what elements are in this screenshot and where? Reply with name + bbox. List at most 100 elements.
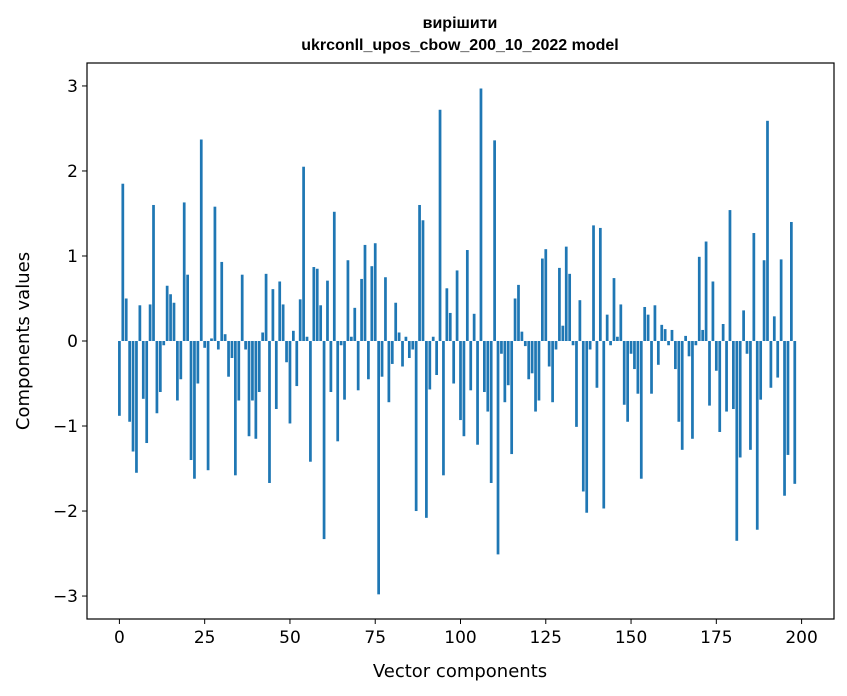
bar-63 — [332, 211, 336, 341]
bar-177 — [721, 324, 725, 341]
bar-94 — [438, 109, 442, 341]
bar-195 — [783, 341, 786, 496]
bar-124 — [541, 258, 544, 341]
bar-75 — [373, 243, 377, 341]
bar-91 — [428, 341, 432, 390]
bar-19 — [182, 202, 186, 341]
bar-85 — [407, 341, 411, 358]
bar-69 — [353, 307, 357, 341]
bar-146 — [616, 336, 619, 341]
bar-101 — [462, 341, 466, 437]
bar-16 — [172, 302, 176, 341]
bar-111 — [496, 341, 500, 555]
bar-102 — [465, 250, 469, 341]
bar-54 — [302, 166, 305, 341]
bar-31 — [223, 334, 227, 341]
bar-1 — [121, 183, 125, 341]
x-axis-label: Vector components — [373, 661, 547, 682]
bar-97 — [448, 312, 452, 341]
bar-123 — [537, 341, 541, 401]
bar-172 — [704, 241, 708, 341]
bar-90 — [425, 341, 428, 518]
bar-145 — [612, 278, 616, 341]
y-tick-label: −1 — [53, 417, 78, 437]
bar-99 — [455, 270, 459, 341]
bar-10 — [152, 204, 155, 341]
bar-149 — [626, 341, 629, 422]
bar-61 — [326, 280, 329, 341]
bar-165 — [680, 341, 684, 450]
bar-73 — [367, 341, 370, 380]
bar-147 — [619, 304, 623, 341]
bar-25 — [203, 341, 207, 348]
bar-137 — [585, 341, 589, 513]
bar-131 — [564, 246, 568, 341]
bar-59 — [319, 305, 323, 341]
bar-60 — [322, 341, 326, 540]
bar-39 — [251, 341, 254, 401]
bar-127 — [551, 341, 554, 403]
bar-4 — [131, 341, 135, 452]
bar-167 — [687, 341, 691, 357]
bar-110 — [493, 140, 496, 341]
bar-21 — [189, 341, 193, 461]
bar-47 — [278, 281, 282, 341]
bar-62 — [329, 341, 333, 393]
bar-22 — [193, 341, 196, 479]
bar-28 — [213, 206, 217, 341]
bar-103 — [469, 341, 473, 391]
bar-143 — [605, 314, 609, 341]
bar-2 — [124, 298, 128, 341]
x-tick-label: 75 — [364, 628, 386, 648]
bar-3 — [128, 341, 131, 422]
bar-53 — [298, 299, 302, 341]
bar-122 — [534, 341, 537, 412]
bar-37 — [244, 341, 247, 350]
bar-65 — [339, 341, 343, 346]
bar-35 — [237, 341, 241, 401]
bar-76 — [377, 341, 380, 595]
bar-121 — [530, 341, 534, 374]
bar-27 — [210, 338, 213, 341]
bar-144 — [609, 341, 612, 346]
bar-113 — [503, 341, 507, 403]
bar-42 — [261, 332, 265, 341]
bar-128 — [554, 341, 558, 350]
bar-174 — [711, 281, 715, 341]
bar-179 — [728, 210, 732, 341]
bar-154 — [643, 306, 647, 341]
bar-162 — [670, 329, 674, 341]
bar-5 — [135, 341, 138, 473]
bar-29 — [216, 341, 220, 350]
bar-58 — [315, 268, 319, 341]
bar-166 — [684, 335, 687, 341]
bar-138 — [588, 341, 592, 350]
bar-44 — [268, 341, 271, 483]
bar-185 — [749, 341, 752, 450]
bar-12 — [158, 341, 162, 393]
bar-129 — [558, 267, 561, 341]
bar-77 — [380, 341, 384, 377]
bar-196 — [786, 341, 790, 455]
bar-126 — [547, 341, 551, 367]
y-tick-label: 2 — [67, 162, 78, 182]
bar-140 — [595, 341, 599, 388]
bar-171 — [701, 329, 705, 341]
bar-83 — [401, 341, 404, 367]
x-tick-label: 100 — [444, 628, 476, 648]
bar-155 — [646, 314, 650, 341]
x-axis-ticks: 0 25 50 75 100 125 150 175 200 — [114, 619, 818, 648]
bar-182 — [738, 341, 742, 458]
bar-157 — [653, 305, 657, 341]
bar-87 — [414, 341, 418, 512]
bar-70 — [356, 341, 360, 391]
chart-subtitle: ukrconll_upos_cbow_200_10_2022 model — [301, 37, 618, 54]
bar-120 — [527, 341, 531, 380]
bar-13 — [162, 341, 166, 346]
y-axis-label: Components values — [13, 252, 34, 430]
bar-184 — [745, 341, 749, 354]
bar-24 — [199, 139, 203, 341]
x-tick-label: 175 — [700, 628, 732, 648]
bar-117 — [517, 284, 520, 341]
bar-15 — [169, 294, 172, 341]
